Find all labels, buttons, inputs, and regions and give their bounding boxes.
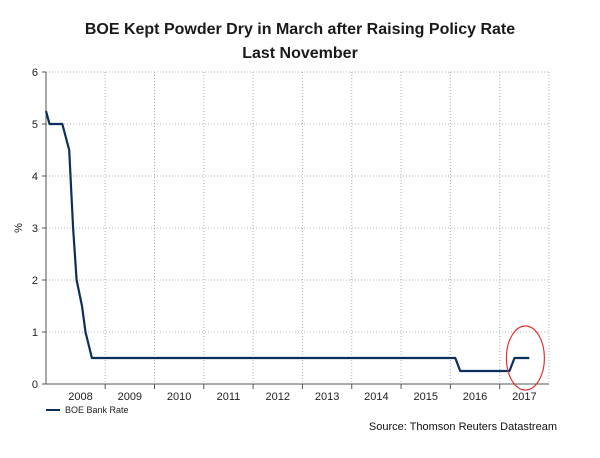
- x-tick-label: 2016: [463, 391, 487, 403]
- legend: BOE Bank Rate: [46, 405, 129, 415]
- series-line-boe-bank-rate: [44, 110, 530, 373]
- highlight-circle: [505, 325, 546, 391]
- x-tick-label: 2014: [364, 391, 388, 403]
- x-tick-label: 2017: [512, 391, 536, 403]
- y-tick-label: 2: [32, 275, 38, 287]
- x-tick-label: 2011: [217, 391, 241, 403]
- legend-label: BOE Bank Rate: [65, 405, 129, 415]
- x-tick-label: 2012: [266, 391, 290, 403]
- x-tick-label: 2015: [413, 391, 437, 403]
- y-axis-label: %: [13, 223, 25, 233]
- x-tick-label: 2010: [167, 391, 191, 403]
- y-tick-label: 1: [32, 327, 38, 339]
- y-ticks: 0 1 2 3 4 5 6: [32, 67, 38, 391]
- annotation-group: [505, 325, 546, 391]
- chart-title: BOE Kept Powder Dry in March after Raisi…: [84, 21, 516, 38]
- chart-subtitle: Last November: [242, 45, 358, 62]
- x-ticks: 2008 2009 2010 2011 2012 2013 2014 2015 2016 2017: [68, 391, 536, 403]
- source-note: Source: Thomson Reuters Datastream: [368, 421, 557, 433]
- y-tick-label: 3: [32, 223, 38, 235]
- y-tick-label: 0: [32, 379, 38, 391]
- x-tick-label: 2009: [118, 391, 142, 403]
- x-tick-label: 2008: [68, 391, 92, 403]
- x-tick-label: 2013: [315, 391, 339, 403]
- axes: [42, 71, 549, 389]
- y-tick-label: 4: [32, 171, 38, 183]
- y-tick-label: 6: [32, 67, 38, 79]
- y-tick-label: 5: [32, 119, 38, 131]
- gridlines: [46, 71, 550, 384]
- series-group: [44, 110, 530, 373]
